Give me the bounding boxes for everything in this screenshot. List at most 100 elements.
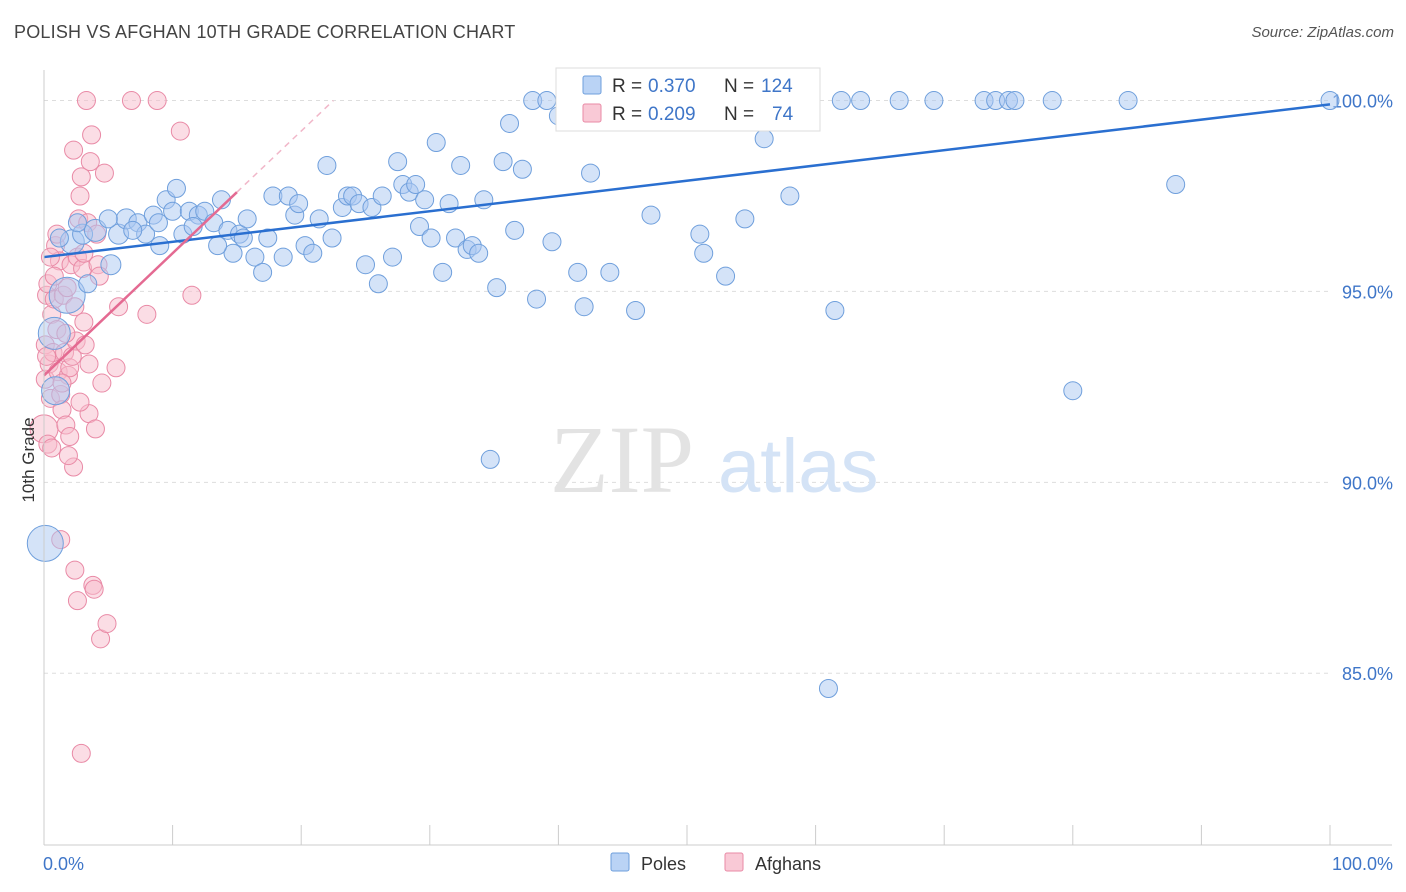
poles-point bbox=[851, 91, 871, 111]
poles-point bbox=[148, 213, 168, 233]
afghans-r-value: 0.209 bbox=[648, 104, 696, 125]
afghans-point bbox=[79, 354, 99, 374]
afghans-point bbox=[74, 312, 94, 332]
afghans-point bbox=[121, 91, 141, 111]
poles-bottom-swatch bbox=[610, 852, 630, 872]
afghans-point bbox=[37, 346, 57, 366]
afghans-r-label: R = bbox=[612, 104, 642, 125]
poles-point bbox=[163, 201, 183, 221]
afghans-point bbox=[60, 427, 80, 447]
afghans-point bbox=[80, 152, 100, 172]
gridlines: 85.0% 90.0% 95.0% 100.0% bbox=[44, 92, 1393, 684]
poles-point bbox=[410, 217, 430, 237]
afghans-bottom-swatch bbox=[724, 852, 744, 872]
poles-point bbox=[469, 243, 489, 263]
poles-point bbox=[735, 209, 755, 229]
poles-point bbox=[581, 163, 601, 183]
poles-point bbox=[1063, 381, 1083, 401]
poles-bottom-label: Poles bbox=[641, 854, 686, 874]
poles-point bbox=[237, 209, 257, 229]
poles-point bbox=[123, 220, 143, 240]
poles-points bbox=[26, 91, 1340, 698]
afghans-point bbox=[92, 373, 112, 393]
poles-point bbox=[406, 175, 426, 195]
trend-lines bbox=[43, 99, 1331, 377]
poles-point bbox=[825, 301, 845, 321]
y-axis-label: 10th Grade bbox=[19, 417, 38, 502]
afghans-point bbox=[106, 358, 126, 378]
poles-point bbox=[924, 91, 944, 111]
poles-point bbox=[889, 91, 909, 111]
poles-point bbox=[433, 262, 453, 282]
poles-point bbox=[1166, 175, 1186, 195]
poles-r-label: R = bbox=[612, 76, 642, 97]
poles-point bbox=[273, 247, 293, 267]
poles-point bbox=[1118, 91, 1138, 111]
y-tick-label: 85.0% bbox=[1342, 664, 1393, 684]
poles-point bbox=[100, 254, 122, 276]
poles-point bbox=[37, 316, 71, 350]
chart-title: POLISH VS AFGHAN 10TH GRADE CORRELATION … bbox=[14, 22, 516, 42]
poles-point bbox=[415, 190, 435, 210]
bottom-legend: Poles Afghans bbox=[610, 852, 821, 874]
poles-point bbox=[258, 228, 278, 248]
poles-r-value: 0.370 bbox=[648, 76, 696, 97]
x-tick-label-max: 100.0% bbox=[1332, 854, 1393, 874]
afghans-point bbox=[84, 579, 104, 599]
stats-legend: R = 0.370 N = 124 R = 0.209 N = 74 bbox=[555, 67, 821, 132]
poles-point bbox=[383, 247, 403, 267]
afghans-point bbox=[182, 285, 202, 305]
afghans-point bbox=[94, 163, 114, 183]
poles-point bbox=[41, 376, 71, 406]
poles-point bbox=[150, 236, 170, 256]
poles-point bbox=[388, 152, 408, 172]
poles-point bbox=[356, 255, 375, 275]
poles-point bbox=[780, 186, 800, 206]
poles-point bbox=[48, 276, 86, 314]
poles-point bbox=[574, 297, 594, 317]
poles-point bbox=[245, 247, 265, 267]
poles-point bbox=[446, 228, 466, 248]
poles-point bbox=[67, 213, 87, 233]
watermark-zip: ZIP bbox=[550, 406, 694, 513]
poles-point bbox=[600, 262, 620, 282]
poles-point bbox=[493, 152, 513, 172]
source-label: Source: ZipAtlas.com bbox=[1251, 24, 1394, 41]
poles-point bbox=[322, 228, 342, 248]
poles-point bbox=[253, 262, 273, 282]
afghans-trend-extension bbox=[236, 99, 334, 193]
poles-point bbox=[208, 236, 228, 256]
afghans-n-value: 74 bbox=[772, 104, 794, 125]
poles-point bbox=[505, 220, 525, 240]
poles-n-label: N = bbox=[724, 76, 754, 97]
afghans-point bbox=[71, 743, 91, 763]
poles-point bbox=[818, 678, 838, 698]
poles-point bbox=[289, 194, 309, 214]
afghans-point bbox=[71, 167, 91, 187]
poles-point bbox=[641, 205, 661, 225]
poles-point bbox=[512, 159, 532, 179]
afghans-point bbox=[76, 91, 96, 111]
poles-trend-line bbox=[43, 103, 1331, 259]
afghans-n-label: N = bbox=[724, 104, 754, 125]
poles-point bbox=[1005, 91, 1025, 111]
poles-point bbox=[626, 301, 646, 321]
poles-point bbox=[500, 113, 520, 133]
poles-point bbox=[303, 243, 323, 263]
afghans-bottom-label: Afghans bbox=[755, 854, 821, 874]
poles-point bbox=[694, 243, 714, 263]
poles-point bbox=[754, 129, 774, 149]
afghans-point bbox=[137, 304, 157, 324]
afghans-point bbox=[75, 335, 95, 355]
poles-point bbox=[568, 262, 588, 282]
poles-point bbox=[98, 209, 118, 229]
poles-point bbox=[49, 228, 69, 248]
poles-point bbox=[690, 224, 710, 244]
poles-point bbox=[166, 178, 186, 198]
poles-point bbox=[426, 133, 446, 153]
y-tick-label: 100.0% bbox=[1332, 92, 1393, 112]
watermark-atlas: atlas bbox=[718, 424, 879, 509]
afghans-point bbox=[67, 591, 87, 611]
poles-point bbox=[542, 232, 562, 252]
afghans-legend-swatch bbox=[582, 103, 602, 123]
